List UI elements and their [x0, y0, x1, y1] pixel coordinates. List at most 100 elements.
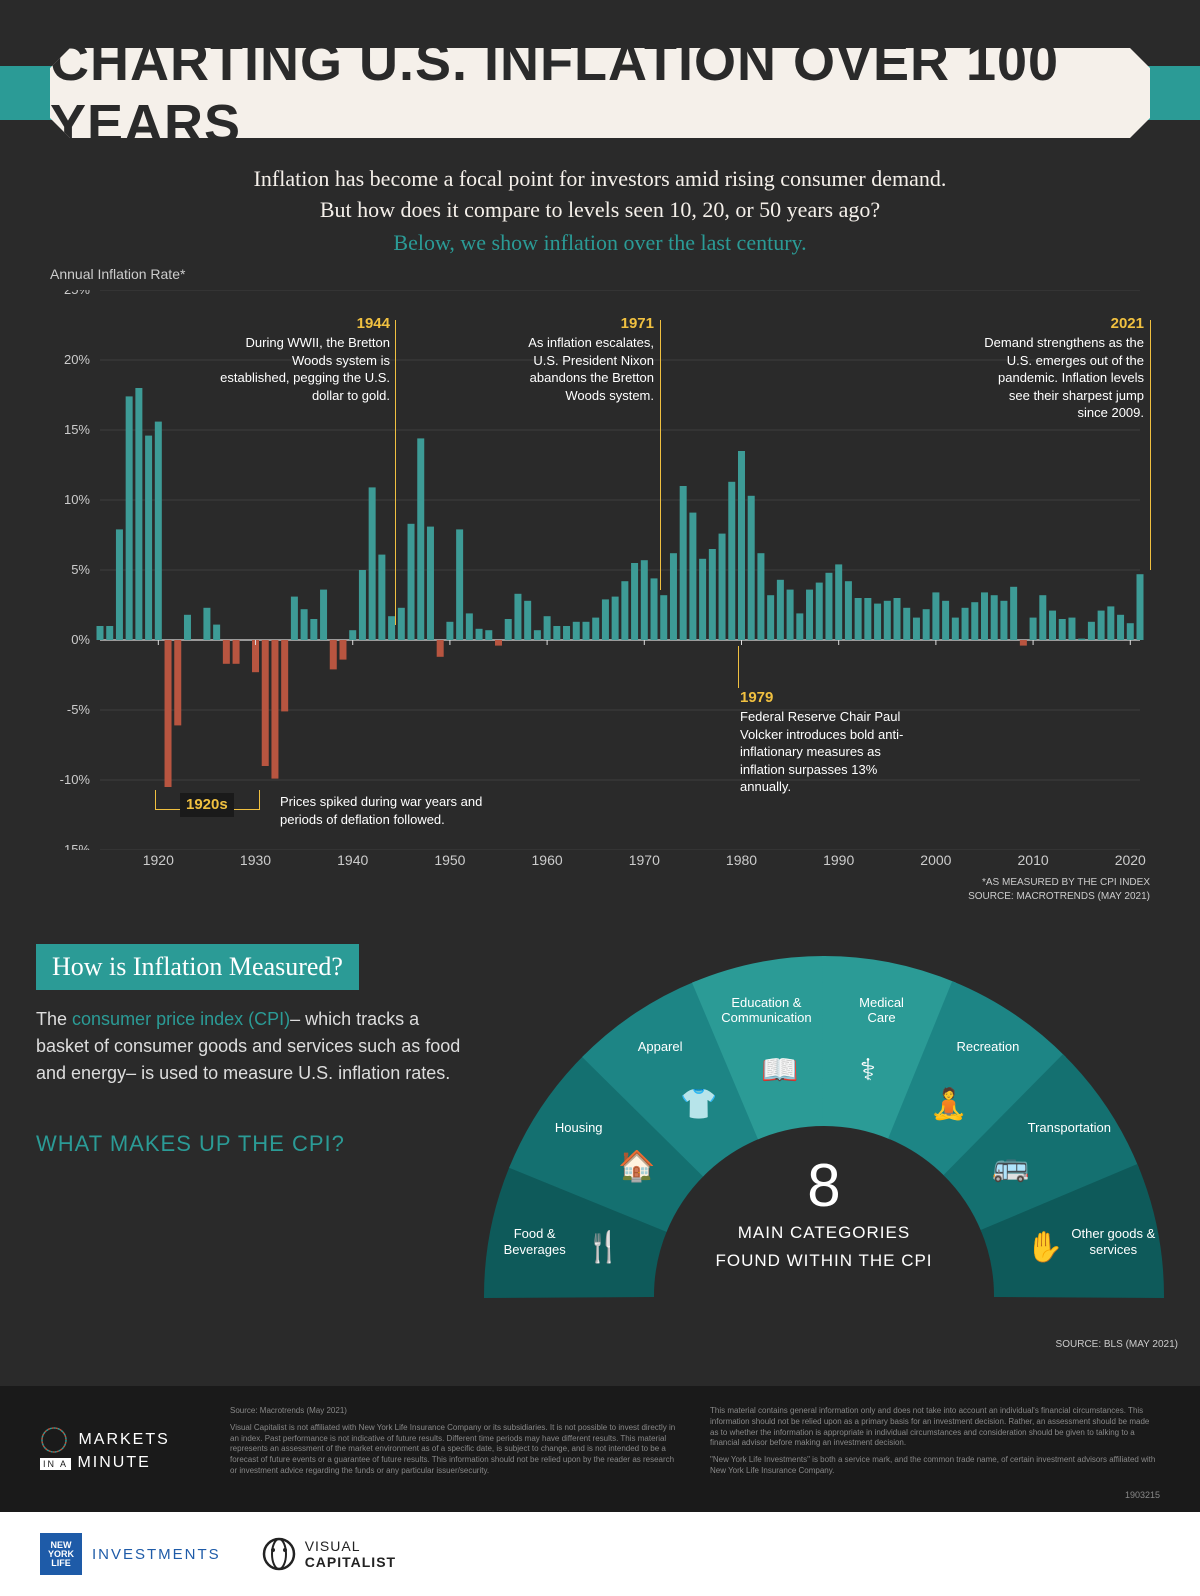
info-section: How is Inflation Measured? The consumer … [36, 936, 1164, 1366]
svg-text:-15%: -15% [60, 842, 91, 850]
arc-segment-icon: 🧘 [927, 1087, 971, 1131]
x-axis-labels: 1920 1930 1940 1950 1960 1970 1980 1990 2000 2010… [100, 852, 1140, 872]
x-tick-label: 1970 [629, 852, 660, 868]
arc-segment-icon: 🚌 [989, 1149, 1033, 1193]
footer-disc3: "New York Life Investments" is both a se… [710, 1455, 1160, 1477]
title-box: CHARTING U.S. INFLATION OVER 100 YEARS [50, 48, 1150, 138]
arc-segment-label: Food &Beverages [485, 1226, 585, 1257]
svg-text:25%: 25% [64, 290, 90, 297]
ann-line-1944 [395, 320, 396, 625]
footer-source: Source: Macrotrends (May 2021) [230, 1406, 680, 1417]
arc-center-txt1: MAIN CATEGORIES [715, 1222, 932, 1244]
arc-segment-icon: ✋ [1023, 1230, 1067, 1274]
x-tick-label: 1960 [532, 852, 563, 868]
nyl-box-icon: NEWYORKLIFE [40, 1533, 82, 1575]
cpi-arc: 8 MAIN CATEGORIES FOUND WITHIN THE CPI F… [464, 926, 1184, 1326]
source-macrotrends: SOURCE: MACROTRENDS (MAY 2021) [968, 890, 1150, 904]
arc-segment-label: MedicalCare [832, 995, 932, 1026]
footer-disc1: Visual Capitalist is not affiliated with… [230, 1423, 680, 1477]
ann-1971-year: 1971 [514, 314, 654, 334]
nyl-text: INVESTMENTS [92, 1546, 221, 1563]
ann-1979-text: Federal Reserve Chair Paul Volcker intro… [740, 709, 903, 794]
nyl-logo: NEWYORKLIFE INVESTMENTS [40, 1533, 221, 1575]
info-body: The consumer price index (CPI)– which tr… [36, 1006, 490, 1087]
x-tick-label: 1920 [143, 852, 174, 868]
intro: Inflation has become a focal point for i… [0, 164, 1200, 256]
vc-logo: VISUAL CAPITALIST [261, 1536, 396, 1572]
arc-center-num: 8 [715, 1156, 932, 1216]
x-tick-label: 1940 [337, 852, 368, 868]
x-tick-label: 2010 [1018, 852, 1049, 868]
ann-line-2021 [1150, 320, 1151, 570]
ina-text: IN A [40, 1458, 71, 1470]
x-tick-label: 1980 [726, 852, 757, 868]
y-axis-label: Annual Inflation Rate* [50, 266, 185, 282]
x-tick-label: 1990 [823, 852, 854, 868]
ann-2021-text: Demand strengthens as the U.S. emerges o… [984, 335, 1144, 420]
arc-segment-icon: ⚕ [846, 1053, 890, 1097]
ann-1920s-text: Prices spiked during war years and perio… [280, 793, 490, 828]
svg-text:10%: 10% [64, 492, 90, 507]
arc-segment-icon: 👕 [677, 1087, 721, 1131]
svg-text:15%: 15% [64, 422, 90, 437]
ann-1944-text: During WWII, the Bretton Woods system is… [220, 335, 390, 403]
footer-disclaimer-left: Source: Macrotrends (May 2021) Visual Ca… [230, 1406, 680, 1492]
info-title: How is Inflation Measured? [52, 952, 343, 982]
footer-disclaimer-right: This material contains general informati… [710, 1406, 1160, 1492]
ann-1971-text: As inflation escalates, U.S. President N… [528, 335, 654, 403]
arc-center: 8 MAIN CATEGORIES FOUND WITHIN THE CPI [715, 1156, 932, 1272]
footer-dark: MARKETS IN A MINUTE Source: Macrotrends … [0, 1386, 1200, 1512]
intro-line-1: Inflation has become a focal point for i… [0, 164, 1200, 195]
info-sub: WHAT MAKES UP THE CPI? [36, 1131, 490, 1157]
svg-text:-10%: -10% [60, 772, 91, 787]
ann-1971: 1971 As inflation escalates, U.S. Presid… [514, 314, 654, 404]
inflation-chart: Annual Inflation Rate* -15%-10%-5%0%5%10… [40, 280, 1160, 920]
vc-text1: VISUAL [305, 1538, 396, 1554]
markets-logo: MARKETS IN A MINUTE [40, 1406, 200, 1492]
ann-line-1971 [660, 320, 661, 590]
ann-2021-year: 2021 [984, 314, 1144, 334]
arc-segment-icon: 📖 [758, 1053, 802, 1097]
clock-icon [40, 1426, 68, 1454]
globe-icon [261, 1536, 297, 1572]
svg-text:5%: 5% [71, 562, 90, 577]
ann-line-1979 [738, 646, 739, 688]
footer-disc2: This material contains general informati… [710, 1406, 1160, 1449]
ann-1979: 1979 Federal Reserve Chair Paul Volcker … [740, 688, 910, 796]
arc-center-txt2: FOUND WITHIN THE CPI [715, 1250, 932, 1272]
arc-segment-icon: 🏠 [615, 1149, 659, 1193]
minute-text: MINUTE [77, 1454, 150, 1471]
x-tick-label: 1930 [240, 852, 271, 868]
cpi-link: consumer price index (CPI) [72, 1009, 290, 1029]
info-box: How is Inflation Measured? The consumer … [36, 936, 490, 1157]
page-title: CHARTING U.S. INFLATION OVER 100 YEARS [50, 31, 1150, 155]
footer-id: 1903215 [1125, 1490, 1160, 1500]
ann-1944-year: 1944 [220, 314, 390, 334]
arc-source: SOURCE: BLS (MAY 2021) [1056, 1339, 1178, 1350]
footer-white: NEWYORKLIFE INVESTMENTS VISUAL CAPITALIS… [0, 1512, 1200, 1596]
ann-2021: 2021 Demand strengthens as the U.S. emer… [984, 314, 1144, 422]
source-cpi-note: *AS MEASURED BY THE CPI INDEX [968, 876, 1150, 890]
chart-source: *AS MEASURED BY THE CPI INDEX SOURCE: MA… [968, 876, 1150, 904]
svg-text:0%: 0% [71, 632, 90, 647]
svg-text:20%: 20% [64, 352, 90, 367]
x-tick-label: 2020 [1115, 852, 1146, 868]
ann-1944: 1944 During WWII, the Bretton Woods syst… [220, 314, 390, 404]
markets-text: MARKETS [78, 1431, 169, 1448]
x-tick-label: 2000 [920, 852, 951, 868]
ann-1979-year: 1979 [740, 688, 910, 708]
x-tick-label: 1950 [434, 852, 465, 868]
arc-segment-icon: 🍴 [581, 1230, 625, 1274]
title-banner: CHARTING U.S. INFLATION OVER 100 YEARS [0, 48, 1200, 138]
arc-segment-label: Education &Communication [716, 995, 816, 1026]
vc-text2: CAPITALIST [305, 1554, 396, 1570]
info-title-wrap: How is Inflation Measured? [36, 944, 359, 990]
arc-segment-label: Housing [529, 1120, 629, 1136]
info-pre: The [36, 1009, 72, 1029]
ann-1920s-year: 1920s [180, 793, 234, 817]
arc-segment-label: Recreation [938, 1039, 1038, 1055]
intro-line-2: But how does it compare to levels seen 1… [0, 195, 1200, 226]
svg-text:-5%: -5% [67, 702, 91, 717]
arc-segment-label: Apparel [610, 1039, 710, 1055]
arc-segment-label: Transportation [1019, 1120, 1119, 1136]
